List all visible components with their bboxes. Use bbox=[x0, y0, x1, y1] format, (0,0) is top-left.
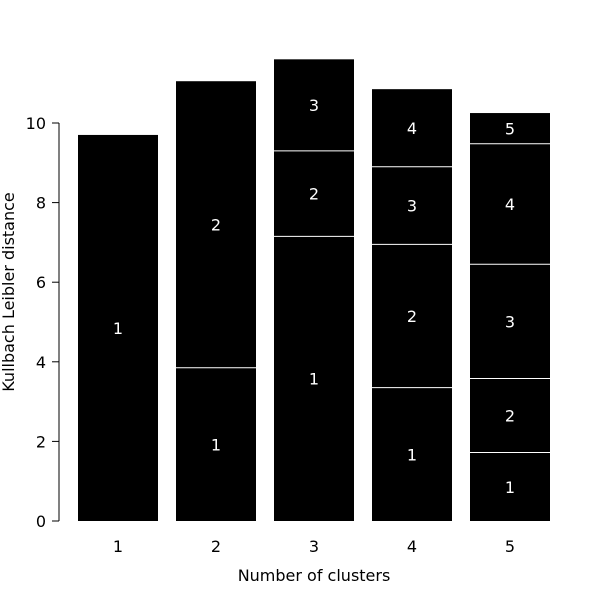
bar-segment bbox=[470, 452, 550, 521]
bar-segment bbox=[470, 378, 550, 453]
bar-stack-4: 1 2 3 4 bbox=[372, 89, 452, 521]
segment-label: 1 bbox=[505, 478, 515, 497]
y-tick-label: 0 bbox=[36, 512, 46, 531]
bar-segment bbox=[274, 236, 354, 521]
x-tick-label: 2 bbox=[211, 537, 221, 556]
bar-segment bbox=[372, 387, 452, 521]
y-axis-label: Kullbach Leibler distance bbox=[0, 192, 18, 392]
y-axis: 0 2 4 6 8 10 bbox=[26, 114, 60, 531]
x-tick-label: 4 bbox=[407, 537, 417, 556]
bar-segment bbox=[470, 264, 550, 379]
x-tick-label: 1 bbox=[113, 537, 123, 556]
bar-stack-5: 1 2 3 4 5 bbox=[470, 113, 550, 521]
bar-segment bbox=[274, 59, 354, 151]
bar-stack-2: 12 bbox=[176, 81, 256, 521]
segment-label: 5 bbox=[505, 119, 515, 138]
segment-label: 2 bbox=[309, 185, 319, 204]
y-tick-label: 4 bbox=[36, 353, 46, 372]
y-tick-label: 8 bbox=[36, 194, 46, 213]
bar-segment bbox=[176, 367, 256, 521]
segment-label: 3 bbox=[309, 96, 319, 115]
segment-label: 4 bbox=[407, 119, 417, 138]
segment-label: 2 bbox=[211, 215, 221, 234]
segment-label: 4 bbox=[505, 195, 515, 214]
x-axis-ticks: 1 2 3 4 5 bbox=[113, 537, 515, 556]
x-tick-label: 3 bbox=[309, 537, 319, 556]
bar-segment bbox=[274, 150, 354, 237]
segment-label: 1 bbox=[211, 435, 221, 454]
y-tick-label: 6 bbox=[36, 273, 46, 292]
bar-segment bbox=[470, 143, 550, 265]
x-tick-label: 5 bbox=[505, 537, 515, 556]
bar-stack-3: 1 2 3 bbox=[274, 59, 354, 521]
bar-segment bbox=[78, 134, 158, 521]
segment-label: 3 bbox=[505, 312, 515, 331]
bar-segment bbox=[372, 89, 452, 167]
segment-label: 2 bbox=[505, 407, 515, 426]
bar-segment bbox=[372, 166, 452, 245]
y-tick-label: 2 bbox=[36, 432, 46, 451]
segment-label: 1 bbox=[407, 445, 417, 464]
segment-label: 1 bbox=[113, 319, 123, 338]
y-tick-label: 10 bbox=[26, 114, 46, 133]
segment-label: 3 bbox=[407, 197, 417, 216]
x-axis-label: Number of clusters bbox=[238, 566, 391, 585]
bar-segment bbox=[176, 81, 256, 368]
bar-segment bbox=[372, 244, 452, 388]
bar-stack-1: 1 bbox=[78, 134, 158, 521]
segment-label: 1 bbox=[309, 370, 319, 389]
bar-segment bbox=[470, 113, 550, 144]
segment-label: 2 bbox=[407, 307, 417, 326]
